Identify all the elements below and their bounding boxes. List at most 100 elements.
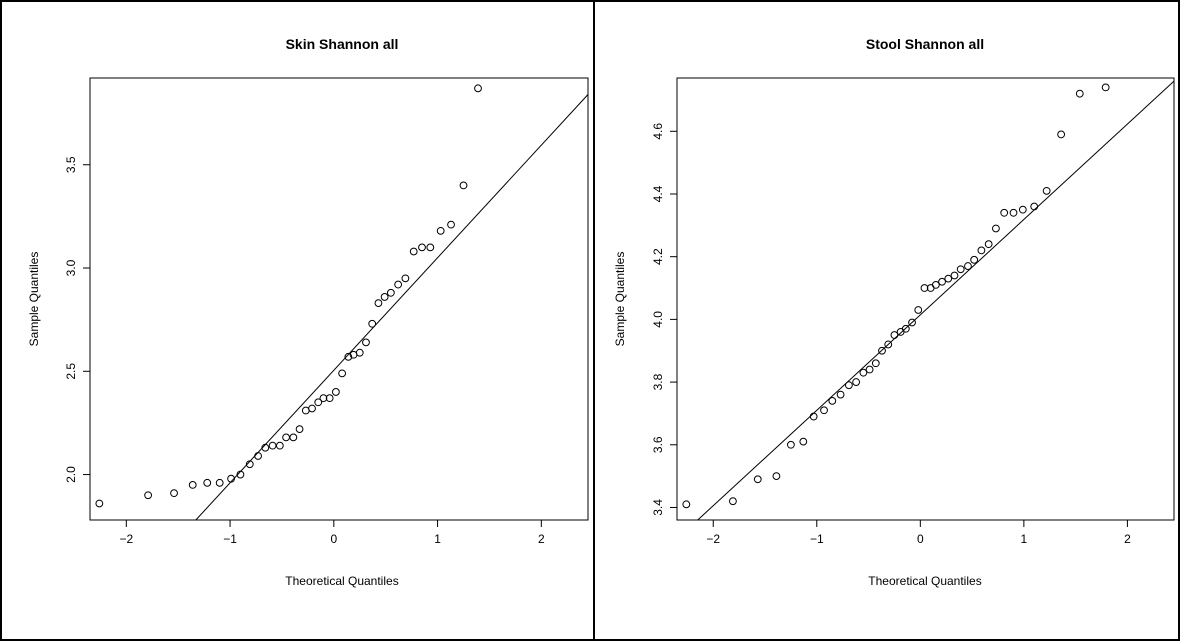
data-point xyxy=(1009,208,1018,217)
data-point xyxy=(409,247,418,256)
data-point xyxy=(144,491,153,500)
data-points xyxy=(95,84,482,508)
data-point xyxy=(682,500,691,509)
x-tick-label: 0 xyxy=(917,532,924,546)
data-point xyxy=(188,480,197,489)
plot-area xyxy=(89,77,589,521)
reference-line xyxy=(195,94,589,521)
data-point xyxy=(245,460,254,469)
data-point xyxy=(1057,130,1066,139)
data-point xyxy=(852,378,861,386)
data-point xyxy=(938,277,946,286)
data-point xyxy=(368,319,377,328)
data-point xyxy=(254,452,262,460)
data-point xyxy=(474,84,482,93)
x-tick-label: −2 xyxy=(706,532,720,546)
data-point xyxy=(362,338,370,347)
data-point xyxy=(1042,186,1051,195)
y-tick-label: 3.5 xyxy=(64,156,78,173)
data-point xyxy=(871,359,880,368)
data-point xyxy=(355,348,364,357)
x-tick-label: −1 xyxy=(810,532,824,546)
chart-title: Stool Shannon all xyxy=(866,36,984,52)
data-point xyxy=(295,425,304,434)
data-point xyxy=(331,388,340,396)
y-tick-label: 4.2 xyxy=(651,248,665,265)
data-point xyxy=(215,478,224,487)
y-tick-label: 2.5 xyxy=(64,363,78,380)
data-point xyxy=(1030,202,1039,211)
data-point xyxy=(1101,83,1110,92)
data-point xyxy=(977,246,986,255)
y-axis-label: Sample Quantiles xyxy=(613,252,627,347)
data-point xyxy=(844,381,853,390)
y-tick-label: 3.0 xyxy=(64,259,78,276)
data-point xyxy=(964,262,972,270)
x-tick-label: 2 xyxy=(1124,532,1131,546)
x-tick-label: −1 xyxy=(223,532,237,546)
x-axis-label: Theoretical Quantiles xyxy=(868,574,981,588)
data-point xyxy=(984,240,993,249)
data-point xyxy=(865,365,874,374)
data-point xyxy=(374,299,383,308)
y-tick-label: 3.4 xyxy=(651,499,665,516)
data-point xyxy=(753,475,762,484)
y-tick-label: 3.6 xyxy=(651,436,665,453)
data-point xyxy=(459,181,468,190)
reference-line xyxy=(697,80,1175,521)
data-point xyxy=(203,478,212,487)
data-point xyxy=(859,368,868,377)
data-point xyxy=(344,352,353,361)
data-point xyxy=(261,443,270,452)
data-point xyxy=(970,255,979,264)
data-point xyxy=(338,369,347,378)
data-point xyxy=(809,412,818,421)
data-point xyxy=(418,243,426,252)
x-tick-label: 0 xyxy=(330,532,337,546)
y-tick-label: 4.4 xyxy=(651,185,665,202)
x-tick-label: 1 xyxy=(1021,532,1028,546)
data-point xyxy=(325,394,334,403)
data-point xyxy=(820,406,828,415)
plot-area xyxy=(676,77,1175,521)
data-point xyxy=(275,441,284,450)
data-point xyxy=(992,224,1000,233)
x-tick-label: 2 xyxy=(538,532,545,546)
data-point xyxy=(878,346,886,355)
stool-qq-panel: Stool Shannon all −2 −1 0 1 2 3.4 3.6 3.8 4.0 4.… xyxy=(593,0,1180,641)
data-point xyxy=(1000,208,1009,217)
x-tick-label: 1 xyxy=(434,532,441,546)
data-point xyxy=(799,437,808,446)
data-point xyxy=(319,394,328,403)
data-point xyxy=(1075,89,1084,98)
data-point xyxy=(786,440,795,449)
data-point xyxy=(944,274,953,283)
x-axis: −2 −1 0 1 2 xyxy=(706,520,1131,546)
data-point xyxy=(729,497,737,506)
y-axis: 3.4 3.6 3.8 4.0 4.2 4.4 4.6 xyxy=(651,123,677,516)
data-point xyxy=(920,284,929,292)
y-axis-label: Sample Quantiles xyxy=(27,252,41,347)
data-point xyxy=(447,220,455,229)
data-point xyxy=(1018,205,1027,214)
data-point xyxy=(314,398,323,407)
data-point xyxy=(170,489,178,498)
data-point xyxy=(828,396,837,405)
data-point xyxy=(836,390,845,399)
y-tick-label: 4.0 xyxy=(651,311,665,328)
data-point xyxy=(901,324,910,333)
data-point xyxy=(931,280,940,289)
data-points xyxy=(682,83,1110,509)
y-axis: 2.0 2.5 3.0 3.5 xyxy=(64,156,90,483)
data-point xyxy=(227,474,236,483)
data-point xyxy=(289,433,298,442)
data-point xyxy=(914,306,923,314)
data-point xyxy=(884,340,893,349)
y-tick-label: 3.8 xyxy=(651,373,665,390)
data-point xyxy=(426,243,435,252)
y-tick-label: 2.0 xyxy=(64,466,78,483)
data-point xyxy=(394,280,403,289)
y-tick-label: 4.6 xyxy=(651,123,665,140)
data-point xyxy=(956,265,965,274)
data-point xyxy=(236,470,245,479)
